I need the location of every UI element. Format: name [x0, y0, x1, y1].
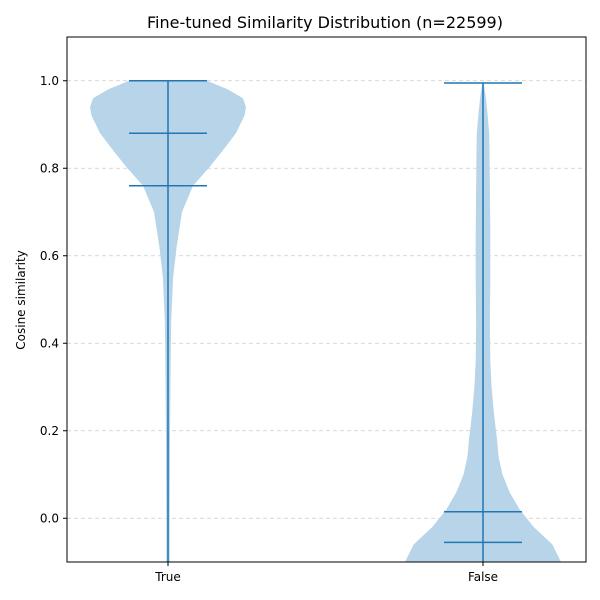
plot-area-frame [66, 36, 587, 563]
y-tick-label: 1.0 [40, 74, 59, 88]
y-tick-label: 0.2 [40, 424, 59, 438]
violin-stat-lines [129, 80, 522, 562]
y-axis-title: Cosine similarity [14, 250, 28, 349]
chart-title: Fine-tuned Similarity Distribution (n=22… [147, 13, 503, 32]
y-tick-label: 0.8 [40, 161, 59, 175]
y-axis: 0.0 0.2 0.4 0.6 0.8 1.0 [40, 74, 67, 525]
violin-bodies [90, 80, 561, 563]
y-tick-label: 0.4 [40, 336, 59, 350]
x-tick-label: True [154, 570, 181, 584]
y-tick-label: 0.6 [40, 249, 59, 263]
y-tick-label: 0.0 [40, 511, 59, 525]
x-tick-label: False [468, 570, 498, 584]
x-axis: True False [154, 562, 498, 584]
